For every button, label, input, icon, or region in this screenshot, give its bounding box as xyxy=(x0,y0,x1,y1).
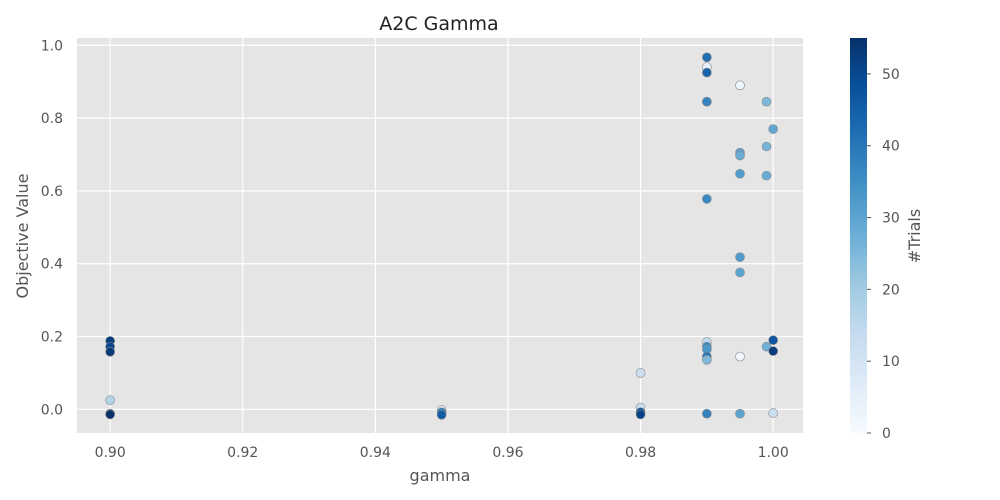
x-tick-label: 0.94 xyxy=(360,445,391,461)
x-axis-ticks: 0.90 0.92 0.94 0.96 0.98 1.00 xyxy=(95,445,789,461)
data-point xyxy=(735,351,745,362)
data-point xyxy=(105,409,115,420)
data-point xyxy=(105,347,115,357)
x-tick-label: 0.98 xyxy=(625,445,656,461)
colorbar-ticks: 0 10 20 30 40 50 xyxy=(867,67,900,442)
x-tick-label: 0.90 xyxy=(95,445,126,461)
colorbar-tick-label: 20 xyxy=(882,282,900,298)
x-tick-label: 1.00 xyxy=(758,445,789,461)
y-axis-label: Objective Value xyxy=(13,174,32,299)
data-point xyxy=(702,96,712,107)
x-tick-label: 0.92 xyxy=(227,445,258,461)
data-point xyxy=(105,395,115,406)
chart-title: A2C Gamma xyxy=(379,13,498,35)
colorbar-tick-label: 50 xyxy=(882,67,900,83)
data-point xyxy=(702,408,712,419)
data-point xyxy=(768,408,778,418)
data-point xyxy=(702,194,712,204)
y-tick-label: 0.6 xyxy=(41,184,63,200)
colorbar-tick-label: 40 xyxy=(882,139,900,155)
colorbar-label: #Trials xyxy=(905,209,924,263)
grid-lines xyxy=(77,38,803,433)
colorbar-tick-label: 10 xyxy=(882,354,900,370)
colorbar: 0 10 20 30 40 50 #Trials xyxy=(850,38,924,442)
data-point xyxy=(702,52,712,63)
data-point xyxy=(436,409,447,420)
x-axis-label: gamma xyxy=(410,466,471,485)
data-point xyxy=(768,335,778,345)
data-point xyxy=(735,252,745,262)
data-point xyxy=(761,170,772,181)
data-point xyxy=(735,408,745,419)
data-point xyxy=(735,168,745,179)
data-point xyxy=(761,96,772,107)
data-point xyxy=(761,141,772,152)
y-tick-label: 0.8 xyxy=(41,111,63,127)
data-point xyxy=(761,341,772,352)
data-points xyxy=(105,52,778,420)
data-point xyxy=(635,409,646,420)
x-tick-label: 0.96 xyxy=(492,445,523,461)
data-point xyxy=(735,80,745,91)
data-point xyxy=(768,124,778,134)
y-tick-label: 0.4 xyxy=(41,257,63,273)
data-point xyxy=(702,355,712,365)
data-point xyxy=(702,67,712,78)
y-axis-ticks: 0.0 0.2 0.4 0.6 0.8 1.0 xyxy=(41,38,63,418)
y-tick-label: 0.0 xyxy=(41,402,63,418)
colorbar-tick-label: 30 xyxy=(882,211,900,227)
y-tick-label: 1.0 xyxy=(41,38,63,54)
data-point xyxy=(735,150,745,161)
colorbar-tick-label: 0 xyxy=(882,426,891,442)
data-point xyxy=(768,346,778,356)
colorbar-gradient xyxy=(850,38,867,433)
y-tick-label: 0.2 xyxy=(41,330,63,346)
data-point xyxy=(735,267,745,278)
plot-area xyxy=(77,38,803,433)
data-point xyxy=(635,368,646,378)
